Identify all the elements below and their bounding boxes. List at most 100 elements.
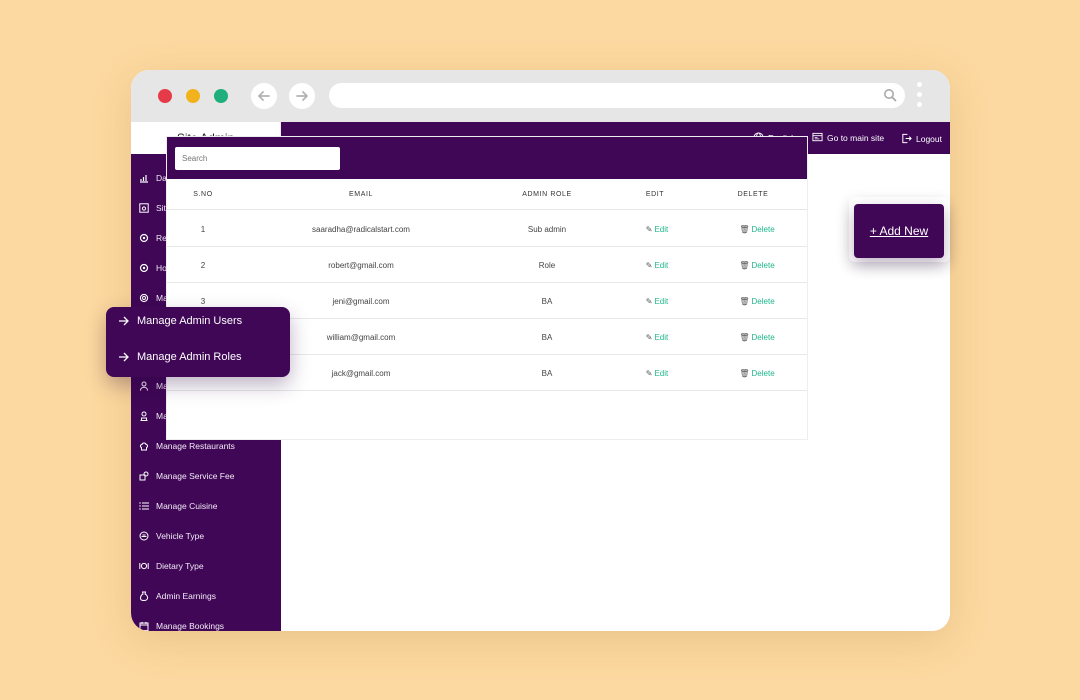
trash-icon: 🗑 <box>739 333 750 342</box>
delete-link-label: Delete <box>751 261 775 270</box>
cell-sno: 2 <box>200 261 206 270</box>
sidebar-item-label: Manage Bookings <box>156 621 225 631</box>
delete-link[interactable]: 🗑 Delete <box>739 297 774 306</box>
pencil-icon: ✎ <box>645 297 653 306</box>
sidebar-item-label: Admin Earnings <box>156 591 217 601</box>
back-button[interactable] <box>251 83 277 109</box>
submenu-label: Manage Admin Users <box>137 315 243 327</box>
delete-link-label: Delete <box>751 369 775 378</box>
trash-icon: 🗑 <box>739 261 750 270</box>
pencil-icon: ✎ <box>645 261 653 270</box>
edit-link-label: Edit <box>654 261 669 270</box>
cell-admin-role: BA <box>541 369 553 378</box>
restaurant-gear-icon <box>138 232 150 244</box>
minimize-window-dot[interactable] <box>186 89 200 103</box>
sidebar-item-manage-service-fee[interactable]: Manage Service Fee <box>131 466 281 486</box>
cell-email: jeni@gmail.com <box>332 297 390 306</box>
submenu-label: Manage Admin Roles <box>137 351 242 363</box>
trash-icon: 🗑 <box>739 225 750 234</box>
browser-chrome <box>131 70 950 122</box>
header-delete: DELETE <box>737 191 769 198</box>
sidebar-item-manage-cuisine[interactable]: Manage Cuisine <box>131 496 281 516</box>
table-row: 3 jeni@gmail.com BA ✎ Edit 🗑 Delete <box>167 283 807 319</box>
arrow-left-icon <box>258 91 270 101</box>
search-input[interactable] <box>175 147 340 170</box>
header-email: EMAIL <box>348 191 374 198</box>
trash-icon: 🗑 <box>739 369 750 378</box>
sidebar-item-admin-earnings[interactable]: Admin Earnings <box>131 586 281 606</box>
sidebar-item-manage-bookings[interactable]: Manage Bookings <box>131 616 281 631</box>
browser-menu-icon[interactable] <box>917 82 923 110</box>
delete-link[interactable]: 🗑 Delete <box>739 333 774 342</box>
main-site-label: Go to main site <box>827 132 885 143</box>
logout-link[interactable]: Logout <box>901 133 942 144</box>
logout-icon <box>902 133 912 144</box>
edit-link[interactable]: ✎ Edit <box>646 369 669 378</box>
edit-link-label: Edit <box>654 369 669 378</box>
edit-link[interactable]: ✎ Edit <box>646 261 669 270</box>
delete-link-label: Delete <box>751 297 775 306</box>
money-bag-icon <box>138 590 150 602</box>
monitor-icon <box>812 132 823 142</box>
home-gear-icon <box>138 262 150 274</box>
table-row: 2 robert@gmail.com Role ✎ Edit 🗑 Delete <box>167 247 807 283</box>
sidebar-item-manage-restaurants[interactable]: Manage Restaurants <box>131 436 281 456</box>
search-icon[interactable] <box>883 88 897 102</box>
delete-link[interactable]: 🗑 Delete <box>739 261 774 270</box>
forward-button[interactable] <box>289 83 315 109</box>
cell-email: robert@gmail.com <box>328 261 394 270</box>
sidebar-item-label: Vehicle Type <box>156 531 205 541</box>
sidebar-item-label: Manage Cuisine <box>156 501 218 511</box>
table-row: 1 saaradha@radicalstart.com Sub admin ✎ Edit… <box>167 211 807 247</box>
manage-admins-submenu: Manage Admin Users Manage Admin Roles <box>106 307 290 377</box>
pencil-icon: ✎ <box>645 369 653 378</box>
sidebar-item-dietary-type[interactable]: Dietary Type <box>131 556 281 576</box>
settings-window-icon <box>138 202 150 214</box>
logout-label: Logout <box>916 133 942 144</box>
driver-icon <box>138 410 150 422</box>
cell-sno: 3 <box>200 297 206 306</box>
list-icon <box>138 500 150 512</box>
address-bar[interactable] <box>329 83 905 108</box>
vehicle-icon <box>138 530 150 542</box>
delete-link-label: Delete <box>751 225 775 234</box>
gear-icon <box>138 292 150 304</box>
header-edit: EDIT <box>645 191 665 198</box>
dietary-icon <box>138 560 150 572</box>
edit-link[interactable]: ✎ Edit <box>646 297 669 306</box>
cell-admin-role: BA <box>541 297 553 306</box>
trash-icon: 🗑 <box>739 297 750 306</box>
header-sno: S.NO <box>193 191 213 198</box>
delete-link[interactable]: 🗑 Delete <box>739 225 774 234</box>
cell-email: saaradha@radicalstart.com <box>312 225 410 234</box>
edit-link[interactable]: ✎ Edit <box>646 225 669 234</box>
sidebar-item-vehicle-type[interactable]: Vehicle Type <box>131 526 281 546</box>
arrow-right-icon <box>119 316 129 326</box>
maximize-window-dot[interactable] <box>214 89 228 103</box>
cell-email: jack@gmail.com <box>331 369 391 378</box>
chef-hat-icon <box>138 440 150 452</box>
edit-link-label: Edit <box>654 297 669 306</box>
pencil-icon: ✎ <box>645 333 653 342</box>
chart-icon <box>138 172 150 184</box>
close-window-dot[interactable] <box>158 89 172 103</box>
delete-link[interactable]: 🗑 Delete <box>739 369 774 378</box>
arrow-right-icon <box>119 352 129 362</box>
fee-icon <box>138 470 150 482</box>
submenu-item-admin-roles[interactable]: Manage Admin Roles <box>118 351 242 363</box>
cell-email: william@gmail.com <box>326 333 396 342</box>
edit-link[interactable]: ✎ Edit <box>646 333 669 342</box>
edit-link-label: Edit <box>654 333 669 342</box>
user-icon <box>138 380 150 392</box>
card-toolbar <box>167 137 807 179</box>
submenu-item-admin-users[interactable]: Manage Admin Users <box>118 315 242 327</box>
arrow-right-icon <box>296 91 308 101</box>
sidebar-item-label: Manage Service Fee <box>156 471 235 481</box>
calendar-icon <box>138 620 150 631</box>
pencil-icon: ✎ <box>645 225 653 234</box>
add-new-button[interactable]: + Add New <box>854 204 944 258</box>
edit-link-label: Edit <box>654 225 669 234</box>
cell-admin-role: Sub admin <box>527 225 567 234</box>
main-site-link[interactable]: Go to main site <box>812 132 884 143</box>
cell-sno: 1 <box>200 225 206 234</box>
